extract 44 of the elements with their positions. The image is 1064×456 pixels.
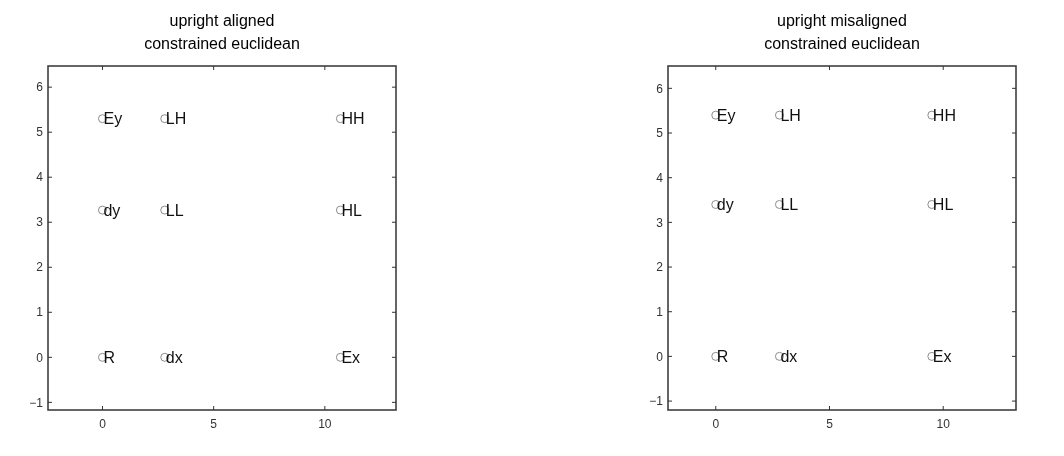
- annotation: HH: [341, 110, 365, 128]
- y-tick-label: −1: [29, 395, 44, 410]
- annotation: dx: [165, 348, 183, 366]
- annotation: Ex: [341, 348, 361, 366]
- y-tick-label: 3: [36, 215, 44, 230]
- chart-subtitle: constrained euclidean: [764, 35, 920, 52]
- chart-title: upright misaligned: [777, 12, 907, 29]
- y-tick-label: −1: [649, 394, 664, 409]
- annotation: Ey: [103, 110, 123, 128]
- annotation: R: [103, 348, 116, 366]
- annotation: LH: [165, 110, 187, 128]
- x-tick-label: 10: [318, 417, 332, 431]
- y-tick-label: 0: [36, 350, 44, 365]
- x-tick-label: 0: [712, 417, 720, 431]
- x-tick-label: 0: [99, 417, 107, 431]
- annotation: LL: [165, 201, 184, 219]
- y-tick-label: 2: [36, 260, 44, 275]
- annotation: HH: [932, 106, 956, 124]
- y-tick-label: 4: [36, 170, 44, 185]
- y-tick-label: 1: [36, 305, 44, 320]
- annotation: Ex: [932, 347, 952, 365]
- y-tick-label: 3: [656, 215, 664, 230]
- chart-title: upright aligned: [169, 12, 275, 29]
- chart-subtitle: constrained euclidean: [144, 35, 300, 52]
- annotation: R: [716, 347, 729, 365]
- y-tick-label: 5: [36, 125, 44, 140]
- annotation: dx: [780, 347, 798, 365]
- y-tick-label: 0: [656, 349, 664, 364]
- annotation: HL: [932, 196, 954, 214]
- annotation: Ey: [716, 106, 736, 124]
- x-tick-label: 10: [936, 417, 951, 431]
- annotation: dy: [716, 196, 734, 214]
- y-tick-label: 6: [36, 80, 44, 95]
- annotation: HL: [341, 201, 362, 219]
- y-tick-label: 2: [656, 260, 664, 275]
- annotation: dy: [103, 201, 121, 219]
- annotation: LH: [780, 106, 801, 124]
- x-tick-label: 5: [210, 417, 218, 431]
- y-tick-label: 6: [656, 81, 664, 96]
- annotation: LL: [780, 196, 799, 214]
- y-tick-label: 1: [656, 304, 664, 319]
- x-tick-label: 5: [826, 417, 834, 431]
- y-tick-label: 4: [656, 170, 664, 185]
- y-tick-label: 5: [656, 126, 664, 141]
